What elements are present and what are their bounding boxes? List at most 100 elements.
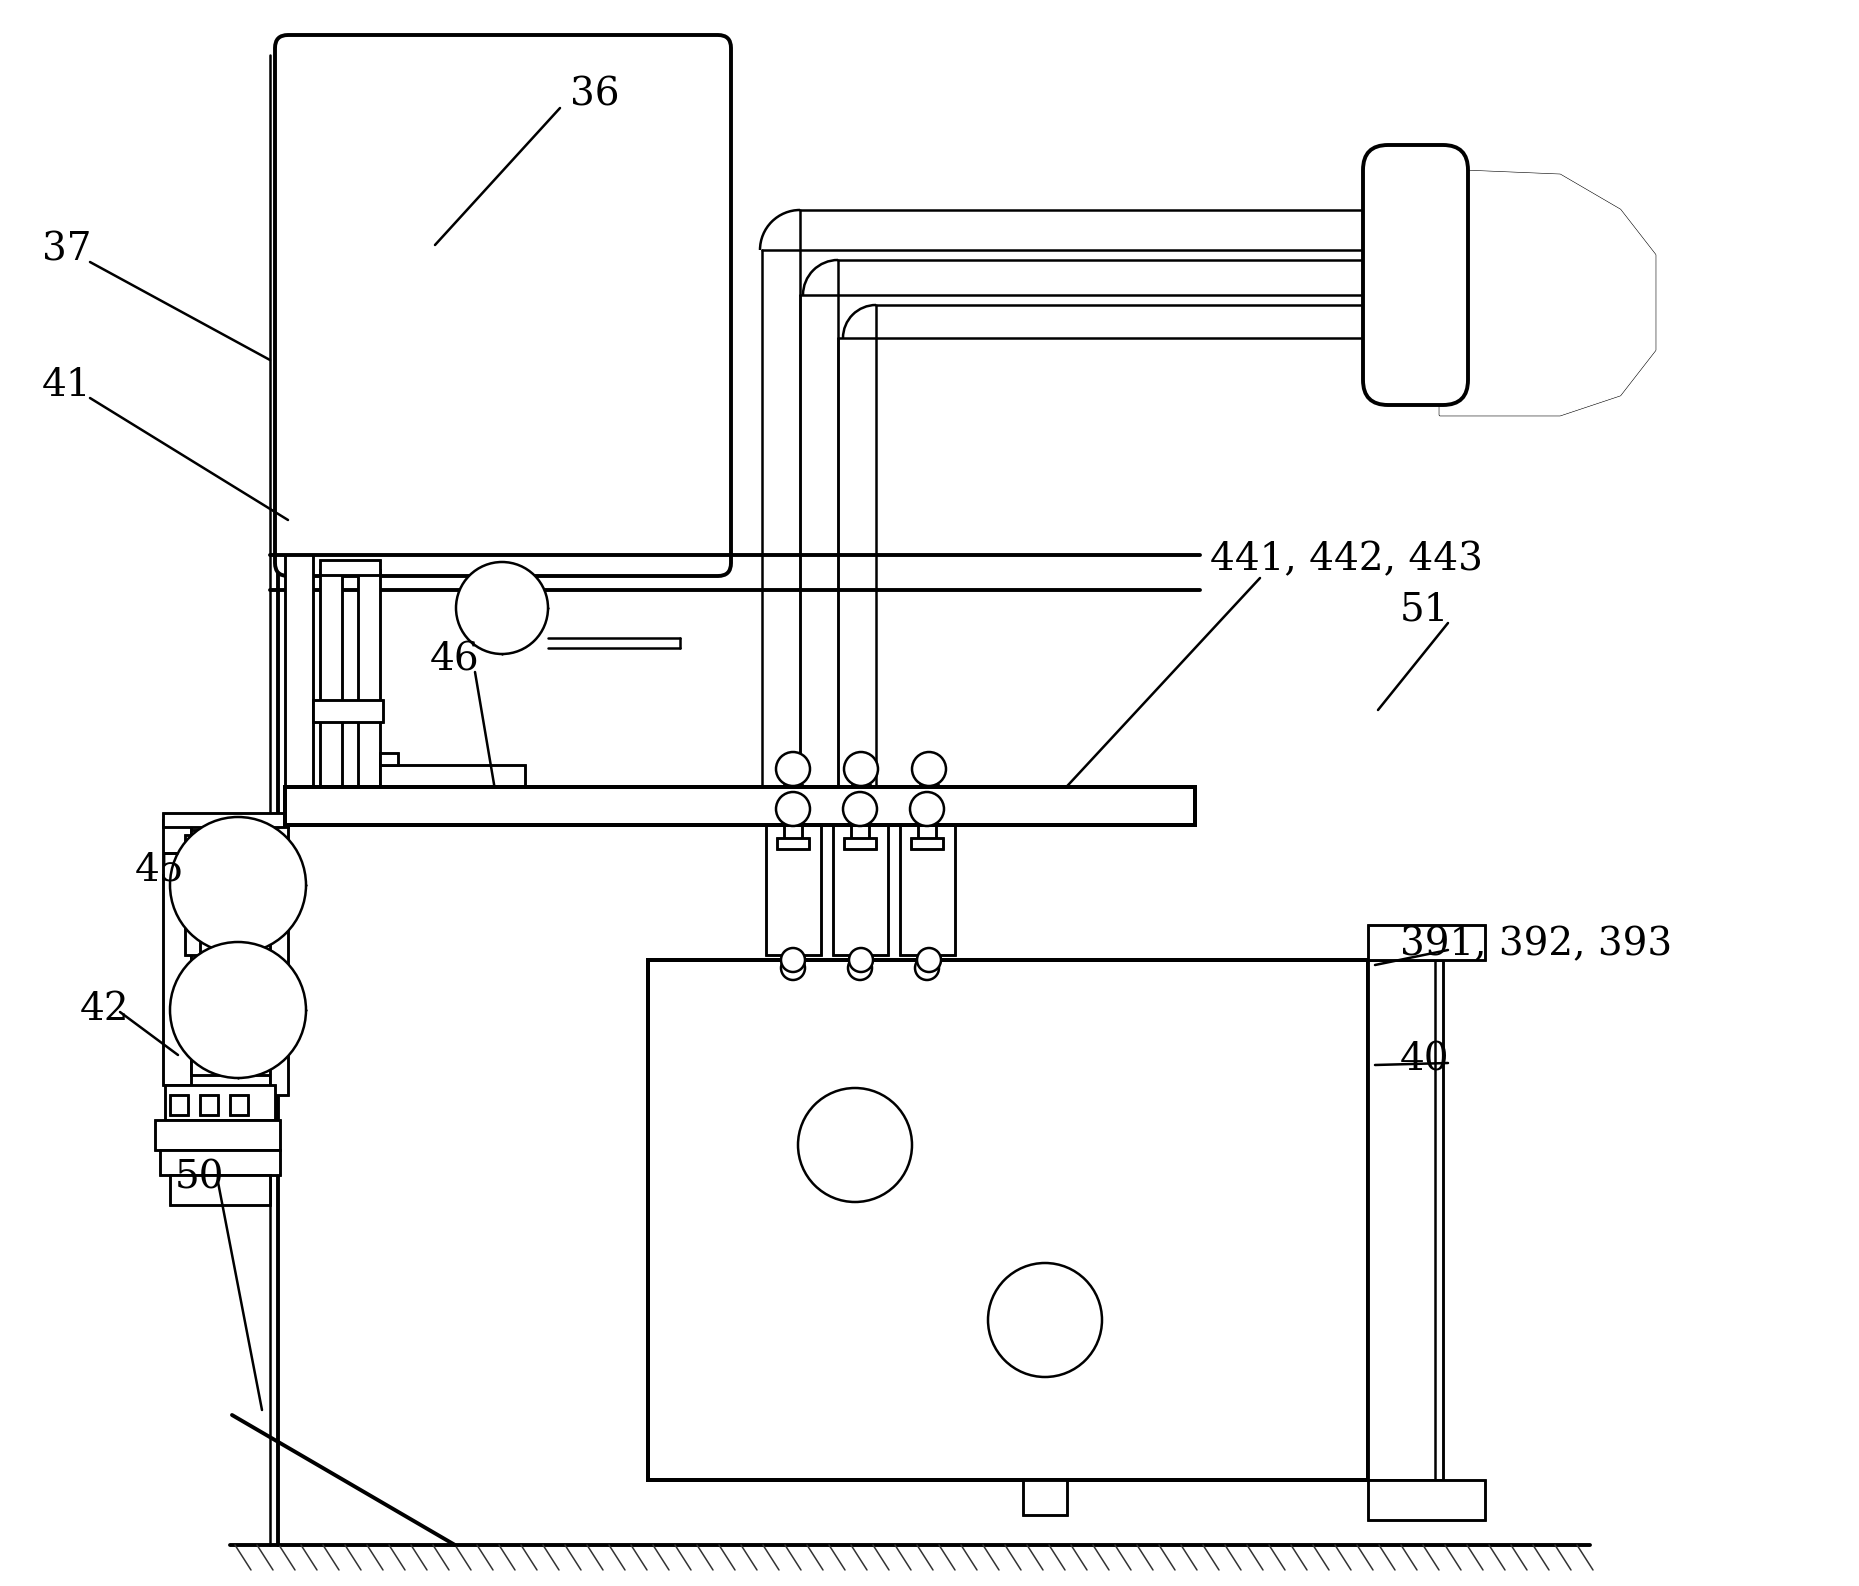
Bar bbox=[154, 1120, 281, 1150]
Bar bbox=[186, 834, 201, 885]
Bar bbox=[1368, 925, 1485, 960]
Circle shape bbox=[775, 752, 811, 787]
Bar bbox=[379, 753, 398, 764]
Bar bbox=[900, 825, 956, 955]
Bar bbox=[918, 823, 935, 839]
Bar bbox=[165, 1085, 275, 1120]
Bar bbox=[766, 825, 822, 955]
Text: 42: 42 bbox=[80, 991, 130, 1028]
Bar bbox=[284, 555, 312, 825]
Bar bbox=[312, 699, 383, 722]
Bar bbox=[833, 825, 889, 955]
Bar bbox=[169, 1094, 188, 1115]
Bar bbox=[784, 823, 801, 839]
Bar bbox=[1368, 1480, 1485, 1519]
Bar bbox=[284, 555, 312, 825]
Bar bbox=[784, 953, 801, 964]
Bar bbox=[920, 785, 939, 799]
Bar bbox=[320, 569, 342, 820]
Bar bbox=[851, 823, 868, 839]
Bar bbox=[911, 837, 943, 849]
Bar bbox=[900, 825, 956, 955]
Bar bbox=[766, 825, 822, 955]
Text: 36: 36 bbox=[571, 76, 619, 114]
Bar bbox=[833, 825, 889, 955]
Bar bbox=[851, 823, 868, 839]
Bar bbox=[169, 1094, 188, 1115]
Bar bbox=[851, 785, 870, 799]
Bar bbox=[784, 823, 801, 839]
Bar bbox=[649, 960, 1368, 1480]
Circle shape bbox=[913, 752, 946, 787]
Bar bbox=[775, 799, 811, 810]
Bar bbox=[164, 820, 191, 1085]
Bar bbox=[284, 787, 1195, 825]
Bar bbox=[270, 815, 288, 1094]
Bar bbox=[359, 569, 379, 820]
Text: 40: 40 bbox=[1400, 1042, 1450, 1078]
Bar bbox=[918, 823, 935, 839]
FancyBboxPatch shape bbox=[1363, 144, 1469, 404]
Text: 441, 442, 443: 441, 442, 443 bbox=[1210, 541, 1483, 579]
Bar bbox=[379, 764, 524, 787]
Circle shape bbox=[455, 561, 548, 653]
Bar bbox=[164, 814, 288, 826]
Bar bbox=[231, 1094, 247, 1115]
Text: 51: 51 bbox=[1400, 592, 1450, 628]
Bar bbox=[1368, 1480, 1485, 1519]
Bar bbox=[331, 790, 370, 807]
Circle shape bbox=[987, 1262, 1102, 1377]
Text: 50: 50 bbox=[175, 1159, 225, 1196]
Bar bbox=[1368, 960, 1443, 1480]
Bar bbox=[851, 785, 870, 799]
Bar bbox=[359, 569, 379, 820]
Bar bbox=[920, 953, 937, 964]
Bar bbox=[191, 829, 286, 1075]
Bar bbox=[186, 906, 201, 955]
Bar bbox=[853, 953, 868, 964]
Bar bbox=[186, 975, 201, 1025]
Bar bbox=[164, 814, 288, 826]
FancyBboxPatch shape bbox=[275, 35, 731, 576]
Bar bbox=[270, 815, 288, 1094]
Circle shape bbox=[169, 942, 307, 1078]
Bar bbox=[284, 787, 1195, 825]
Bar bbox=[1368, 925, 1485, 960]
Circle shape bbox=[915, 956, 939, 980]
Bar bbox=[911, 799, 946, 810]
Bar bbox=[320, 560, 379, 576]
Text: 45: 45 bbox=[136, 852, 184, 888]
Bar bbox=[160, 1150, 281, 1175]
Bar bbox=[920, 953, 937, 964]
Bar bbox=[844, 837, 876, 849]
Bar bbox=[320, 569, 342, 820]
Bar bbox=[853, 953, 868, 964]
Bar bbox=[169, 1175, 270, 1205]
Bar bbox=[186, 906, 201, 955]
Circle shape bbox=[916, 948, 941, 972]
Bar bbox=[379, 753, 398, 764]
Bar bbox=[851, 956, 868, 971]
Bar bbox=[775, 799, 811, 810]
Bar bbox=[918, 956, 935, 971]
Bar bbox=[154, 1120, 281, 1150]
Bar bbox=[911, 837, 943, 849]
Bar bbox=[1022, 1480, 1067, 1515]
Bar bbox=[851, 956, 868, 971]
Circle shape bbox=[781, 956, 805, 980]
Bar bbox=[842, 799, 879, 810]
Bar bbox=[784, 956, 801, 971]
Circle shape bbox=[781, 948, 805, 972]
Bar bbox=[1022, 1480, 1067, 1515]
Circle shape bbox=[850, 948, 874, 972]
Bar bbox=[331, 790, 370, 807]
Bar bbox=[164, 820, 191, 1085]
Bar bbox=[911, 799, 946, 810]
Circle shape bbox=[775, 791, 811, 826]
Circle shape bbox=[842, 791, 877, 826]
Bar bbox=[160, 1150, 281, 1175]
Text: 37: 37 bbox=[43, 232, 91, 268]
Bar bbox=[320, 560, 379, 576]
Circle shape bbox=[169, 817, 307, 953]
Text: 41: 41 bbox=[43, 366, 91, 403]
